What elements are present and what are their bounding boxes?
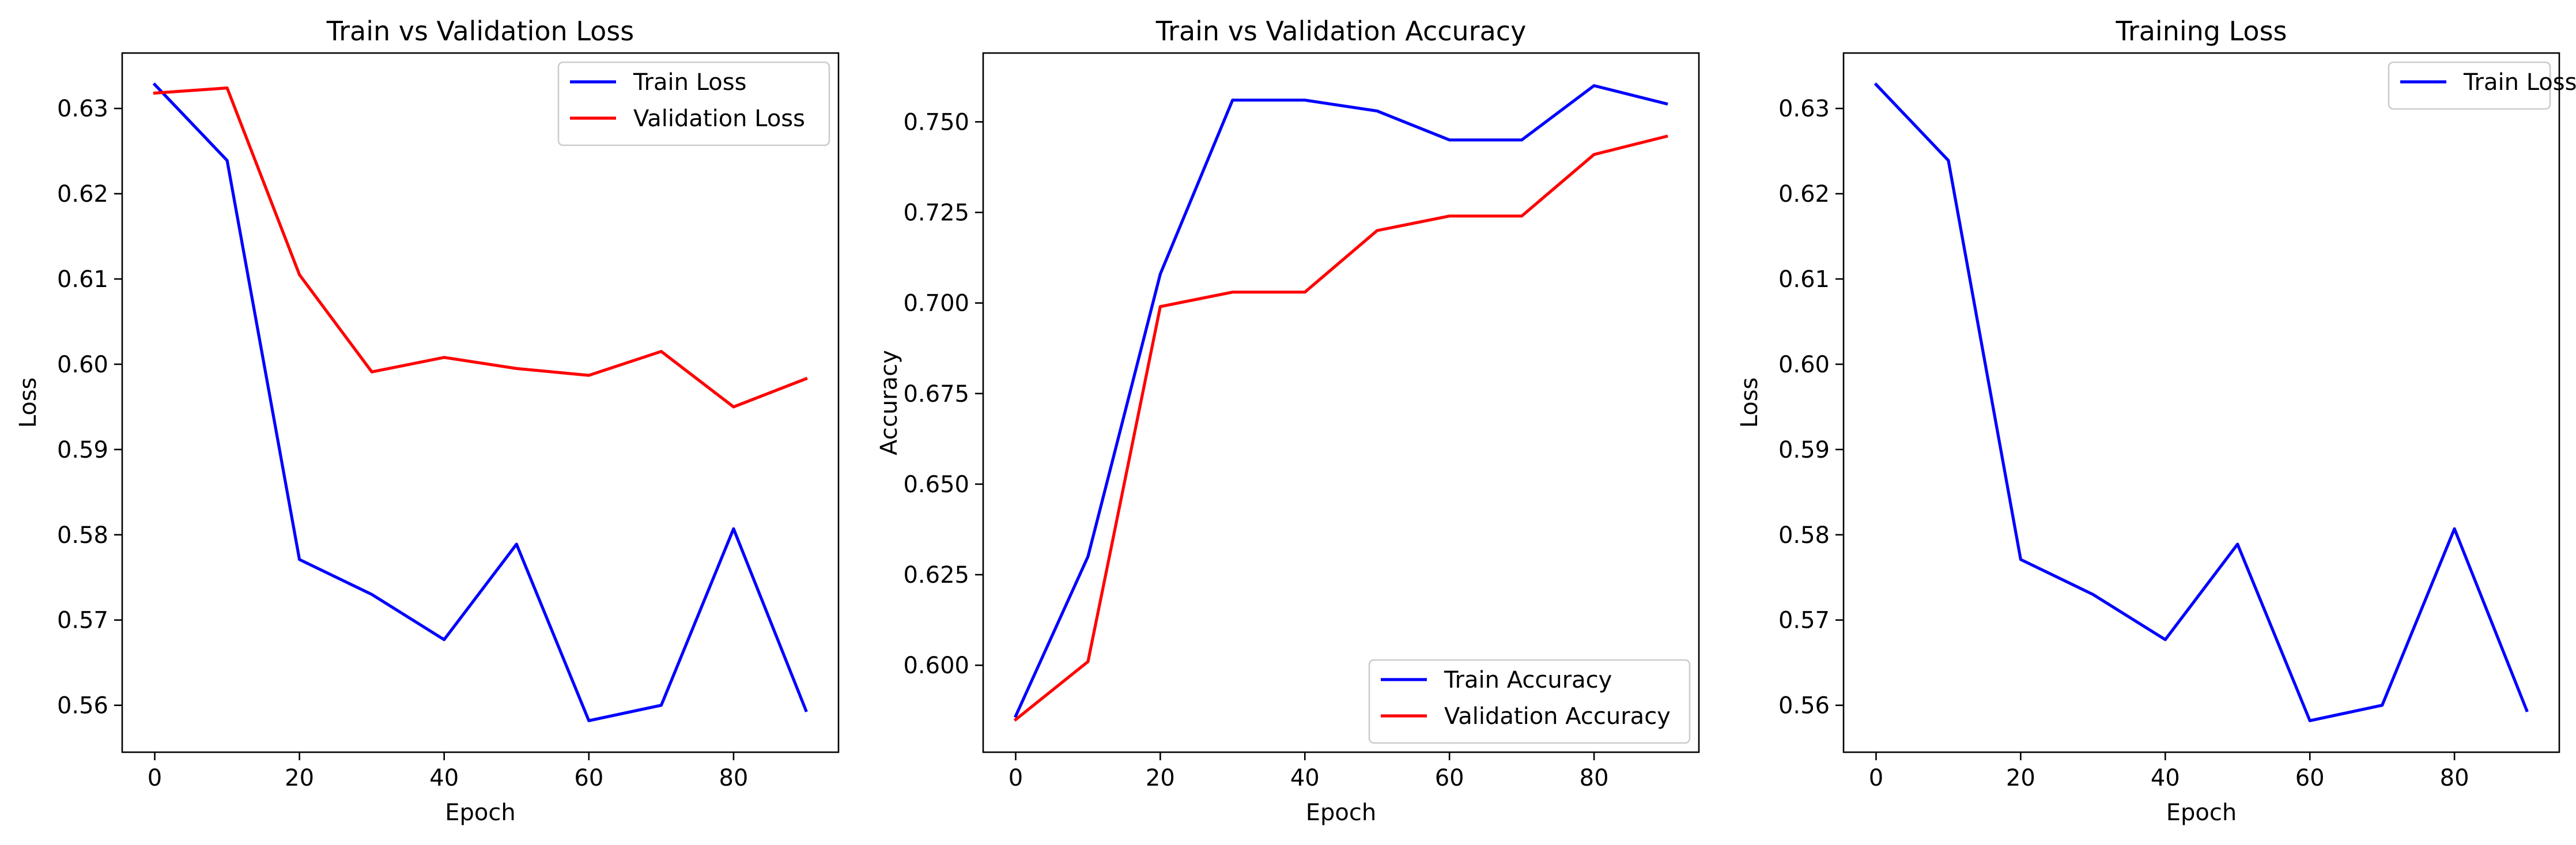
y-tick-label: 0.60 — [1778, 352, 1830, 378]
y-tick-label: 0.62 — [57, 181, 108, 208]
y-tick-label: 0.675 — [903, 381, 969, 408]
legend: Train Accuracy Validation Accuracy — [1368, 659, 1691, 744]
y-tick-label: 0.61 — [1778, 266, 1830, 293]
y-axis-label: Loss — [15, 378, 41, 428]
axes-frame — [121, 52, 840, 753]
legend: Train Loss — [2388, 61, 2576, 110]
x-tick-label: 40 — [2151, 765, 2180, 791]
x-tick-label: 40 — [1290, 765, 1320, 791]
x-tick-label: 60 — [574, 765, 603, 791]
series-line-1 — [1014, 84, 1668, 718]
y-tick-label: 0.600 — [903, 652, 969, 679]
x-tick-label: 20 — [2006, 765, 2035, 791]
y-tick-label: 0.63 — [57, 96, 108, 122]
x-tick-label: 0 — [1869, 765, 1883, 791]
y-tick-label: 0.57 — [1778, 608, 1830, 634]
y-tick-label: 0.62 — [1778, 181, 1830, 208]
x-axis-label: Epoch — [1306, 799, 1376, 826]
y-axis-label: Loss — [1736, 378, 1763, 428]
y-tick-label: 0.625 — [903, 562, 969, 589]
y-tick-label: 0.58 — [1778, 522, 1830, 549]
chart-title: Train vs Validation Accuracy — [1155, 16, 1527, 47]
legend-label-1: Train Accuracy — [1444, 667, 1612, 693]
x-tick-label: 80 — [1580, 765, 1609, 791]
series-line-2 — [1013, 134, 1668, 722]
y-axis-label: Accuracy — [876, 350, 902, 455]
series-line-1 — [152, 82, 808, 722]
legend-label-2: Validation Accuracy — [1444, 703, 1671, 730]
x-tick-label: 40 — [429, 765, 459, 791]
x-axis-label: Epoch — [2166, 799, 2237, 826]
chart-panel-2: Train vs Validation Accuracy 0 20 40 60 80 0.6… — [876, 16, 1700, 826]
legend-label-1: Train Loss — [2463, 69, 2576, 96]
x-axis-label: Epoch — [445, 799, 515, 826]
y-tick-label: 0.59 — [1778, 437, 1830, 463]
x-tick-label: 20 — [1146, 765, 1175, 791]
legend-label-1: Train Loss — [633, 69, 746, 96]
y-tick-label: 0.750 — [903, 109, 969, 135]
y-tick-label: 0.56 — [57, 693, 108, 719]
y-tick-label: 0.61 — [57, 266, 108, 293]
x-tick-label: 0 — [1009, 765, 1023, 791]
chart-panel-1: Train vs Validation Loss 0 20 40 60 80 0.56 0.5… — [15, 16, 840, 826]
y-tick-label: 0.650 — [903, 471, 969, 498]
x-tick-label: 60 — [1435, 765, 1464, 791]
chart-title: Training Loss — [2115, 16, 2287, 47]
chart-panel-3: Training Loss 0 20 40 60 80 0.56 0.57 0.58 0.59 0.… — [1736, 16, 2576, 826]
axes-frame — [982, 52, 1700, 753]
y-tick-label: 0.60 — [57, 352, 108, 378]
legend-box — [2388, 61, 2551, 110]
series-line-1 — [1874, 82, 2529, 722]
y-tick-label: 0.700 — [903, 291, 969, 317]
x-tick-label: 20 — [285, 765, 314, 791]
y-tick-label: 0.59 — [57, 437, 108, 463]
y-tick-label: 0.63 — [1778, 96, 1830, 122]
legend: Train Loss Validation Loss — [557, 61, 830, 146]
chart-title: Train vs Validation Loss — [326, 16, 634, 47]
x-tick-label: 0 — [148, 765, 162, 791]
y-tick-label: 0.58 — [57, 522, 108, 549]
x-tick-label: 80 — [719, 765, 748, 791]
x-tick-label: 60 — [2295, 765, 2325, 791]
legend-box — [1368, 659, 1691, 744]
series-line-2 — [153, 86, 808, 409]
legend-label-2: Validation Loss — [633, 105, 805, 132]
axes-frame — [1842, 52, 2560, 753]
y-tick-label: 0.56 — [1778, 693, 1830, 719]
y-tick-label: 0.57 — [57, 608, 108, 634]
x-tick-label: 80 — [2440, 765, 2469, 791]
y-tick-label: 0.725 — [903, 200, 969, 227]
legend-box — [557, 61, 830, 146]
